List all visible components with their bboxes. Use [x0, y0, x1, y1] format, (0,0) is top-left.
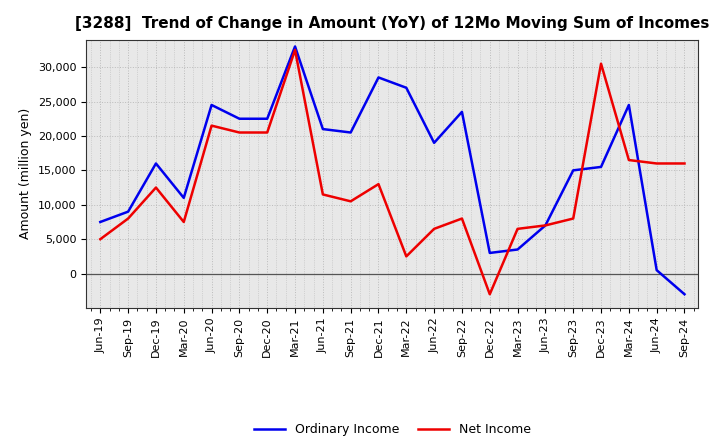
- Net Income: [624, 158, 633, 163]
- Ordinary Income: [597, 164, 606, 169]
- Net Income: [458, 216, 467, 221]
- Line: Net Income: Net Income: [100, 50, 685, 294]
- Line: Ordinary Income: Ordinary Income: [100, 47, 685, 294]
- Net Income: [597, 61, 606, 66]
- Net Income: [430, 226, 438, 231]
- Ordinary Income: [263, 116, 271, 121]
- Ordinary Income: [235, 116, 243, 121]
- Net Income: [402, 254, 410, 259]
- Ordinary Income: [207, 103, 216, 108]
- Net Income: [179, 219, 188, 224]
- Ordinary Income: [541, 223, 550, 228]
- Ordinary Income: [513, 247, 522, 252]
- Ordinary Income: [458, 109, 467, 114]
- Net Income: [318, 192, 327, 197]
- Net Income: [485, 292, 494, 297]
- Net Income: [374, 181, 383, 187]
- Ordinary Income: [96, 219, 104, 224]
- Ordinary Income: [402, 85, 410, 90]
- Ordinary Income: [152, 161, 161, 166]
- Net Income: [235, 130, 243, 135]
- Ordinary Income: [124, 209, 132, 214]
- Net Income: [207, 123, 216, 128]
- Legend: Ordinary Income, Net Income: Ordinary Income, Net Income: [248, 418, 536, 440]
- Net Income: [680, 161, 689, 166]
- Net Income: [124, 216, 132, 221]
- Net Income: [96, 237, 104, 242]
- Title: [3288]  Trend of Change in Amount (YoY) of 12Mo Moving Sum of Incomes: [3288] Trend of Change in Amount (YoY) o…: [75, 16, 710, 32]
- Ordinary Income: [624, 103, 633, 108]
- Net Income: [652, 161, 661, 166]
- Ordinary Income: [374, 75, 383, 80]
- Ordinary Income: [652, 268, 661, 273]
- Ordinary Income: [430, 140, 438, 146]
- Ordinary Income: [346, 130, 355, 135]
- Ordinary Income: [485, 250, 494, 256]
- Ordinary Income: [179, 195, 188, 201]
- Net Income: [513, 226, 522, 231]
- Net Income: [263, 130, 271, 135]
- Net Income: [569, 216, 577, 221]
- Ordinary Income: [291, 44, 300, 49]
- Y-axis label: Amount (million yen): Amount (million yen): [19, 108, 32, 239]
- Ordinary Income: [318, 126, 327, 132]
- Net Income: [291, 47, 300, 52]
- Ordinary Income: [680, 292, 689, 297]
- Ordinary Income: [569, 168, 577, 173]
- Net Income: [152, 185, 161, 190]
- Net Income: [541, 223, 550, 228]
- Net Income: [346, 199, 355, 204]
